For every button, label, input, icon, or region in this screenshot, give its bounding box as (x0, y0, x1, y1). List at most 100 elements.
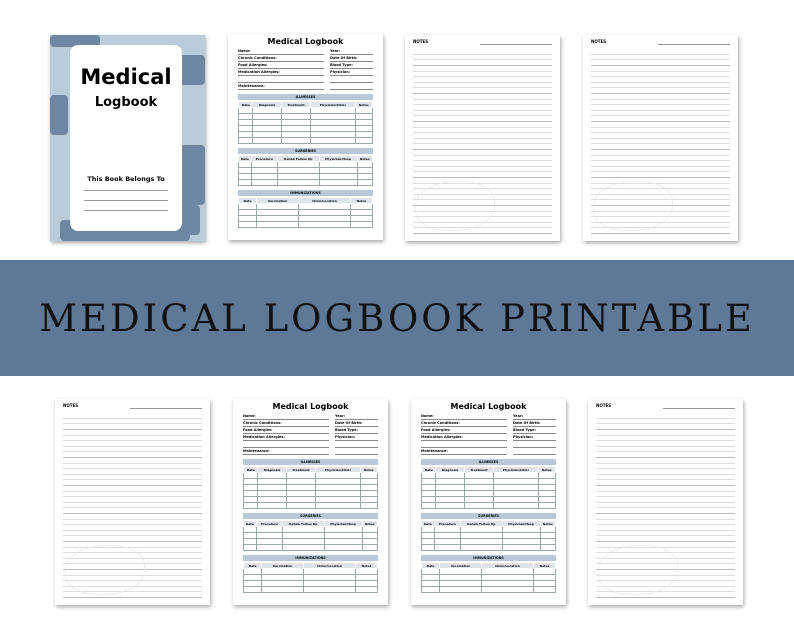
section-table: Date Vaccination Clinic/Location Notes (420, 562, 556, 593)
table-cell (310, 137, 356, 144)
section-illnesses: ILLNESSES Date Diagnosis Treatment Physician… (242, 459, 378, 509)
table-cell (350, 221, 373, 228)
table-cell (354, 137, 373, 144)
section-table: Date Diagnosis Treatment Physician/Clinic No… (237, 101, 373, 144)
info-fields: Name: Year: Chronic Conditions: Date Of Bir… (233, 411, 388, 455)
cover-subtitle: Logbook (94, 95, 158, 110)
table-cell (539, 544, 557, 551)
notes-label: NOTES (413, 39, 429, 44)
table-cell (439, 586, 482, 593)
field-11 (330, 84, 373, 90)
table-cell (315, 502, 361, 509)
logbook-title: Medical Logbook (267, 37, 344, 46)
table-row (242, 502, 378, 509)
field-2: Chronic Conditions: (243, 421, 329, 427)
table-row (420, 586, 556, 593)
section-title: IMMUNIZATIONS (243, 555, 378, 561)
table-row (242, 586, 378, 593)
field-1: Year: (335, 414, 378, 420)
field-10: Maintenance: (238, 84, 324, 90)
table-cell (493, 502, 539, 509)
section-title: SURGERIES (243, 513, 378, 519)
table-row (420, 478, 556, 485)
table-cell (237, 137, 254, 144)
notes-page: NOTES (405, 35, 560, 241)
section-table: Date Vaccination Clinic/Location Notes (237, 197, 373, 228)
notes-page: NOTES (588, 399, 743, 605)
section-table: Date Procedure Rehab Follow Up Physician/Ho… (243, 520, 379, 551)
field-5: Blood Type: (330, 63, 373, 69)
table-cell (433, 544, 461, 551)
table-cell (238, 179, 252, 186)
field-10: Maintenance: (243, 449, 329, 455)
info-fields: Name: Year: Chronic Conditions: Date Of Bir… (228, 46, 383, 90)
field-7: Physician: (513, 435, 556, 441)
table-cell (421, 544, 435, 551)
field-4: Food Allergies: (421, 428, 507, 434)
section-title: IMMUNIZATIONS (421, 555, 556, 561)
field-2: Chronic Conditions: (421, 421, 507, 427)
section-title: SURGERIES (238, 148, 373, 154)
header-line (130, 408, 202, 409)
section-table: Date Vaccination Clinic/Location Notes (242, 562, 378, 593)
section-table: Date Diagnosis Treatment Physician/Clinic No… (242, 466, 378, 509)
cover-title: Medical (80, 65, 172, 89)
name-line (84, 200, 168, 201)
table-row (421, 544, 557, 551)
table-cell (242, 586, 263, 593)
logbook-title: Medical Logbook (272, 402, 349, 411)
info-fields: Name: Year: Chronic Conditions: Date Of Bir… (411, 411, 566, 455)
field-11 (513, 449, 556, 455)
field-3: Date Of Birth: (335, 421, 378, 427)
table-cell (250, 179, 278, 186)
section-surgeries: SURGERIES Date Procedure Rehab Follow Up Phy… (238, 148, 374, 186)
notes-label: NOTES (63, 403, 79, 408)
table-row (243, 544, 379, 551)
logbook-title: Medical Logbook (450, 402, 527, 411)
section-immunizations: IMMUNIZATIONS Date Vaccination Clinic/Locat… (237, 190, 373, 228)
logbook-page: Medical Logbook Name: Year: Chronic Conditi… (411, 399, 566, 605)
table-cell (243, 544, 257, 551)
table-cell (297, 221, 352, 228)
banner-title: MEDICAL LOGBOOK PRINTABLE (39, 296, 755, 340)
field-7: Physician: (335, 435, 378, 441)
table-cell (261, 586, 304, 593)
table-cell (256, 221, 299, 228)
table-cell (276, 179, 320, 186)
table-row (237, 119, 373, 126)
table-cell (281, 544, 325, 551)
cover-belongs-label: This Book Belongs To (87, 175, 165, 183)
field-3: Date Of Birth: (513, 421, 556, 427)
table-cell (302, 586, 357, 593)
notes-page: NOTES (583, 35, 738, 241)
table-cell (285, 502, 317, 509)
name-line (84, 190, 168, 191)
table-cell (323, 544, 363, 551)
section-illnesses: ILLNESSES Date Diagnosis Treatment Physician… (237, 94, 373, 144)
section-immunizations: IMMUNIZATIONS Date Vaccination Clinic/Locat… (242, 555, 378, 593)
title-banner: MEDICAL LOGBOOK PRINTABLE (0, 260, 794, 376)
table-cell (242, 502, 259, 509)
table-cell (463, 502, 495, 509)
field-0: Name: (421, 414, 507, 420)
field-6: Medication Allergies: (421, 435, 507, 441)
table-cell (533, 586, 556, 593)
section-immunizations: IMMUNIZATIONS Date Vaccination Clinic/Locat… (420, 555, 556, 593)
notes-label: NOTES (591, 39, 607, 44)
floral-watermark (598, 545, 678, 595)
medical-illustration (50, 35, 100, 47)
table-cell (318, 179, 358, 186)
table-cell (435, 502, 465, 509)
field-0: Name: (238, 49, 324, 55)
field-3: Date Of Birth: (330, 56, 373, 62)
field-8 (421, 442, 507, 448)
name-line (84, 210, 168, 211)
table-row (237, 137, 373, 144)
field-9 (335, 442, 378, 448)
table-cell (459, 544, 503, 551)
section-table: Date Procedure Rehab Follow Up Physician/Ho… (238, 155, 374, 186)
section-table: Date Diagnosis Treatment Physician/Clinic No… (420, 466, 556, 509)
table-cell (355, 586, 378, 593)
field-8 (238, 77, 324, 83)
table-cell (280, 137, 312, 144)
